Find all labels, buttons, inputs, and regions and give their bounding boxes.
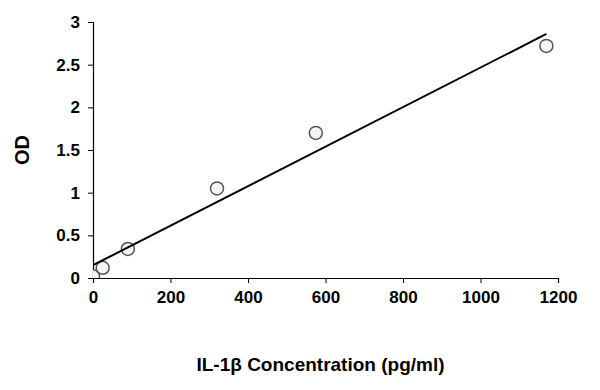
y-tick-label: 2 (71, 98, 80, 117)
y-tick: 3 (71, 13, 93, 32)
x-axis-title: IL-1β Concentration (pg/ml) (196, 354, 444, 375)
y-axis-title: OD (11, 135, 33, 165)
x-tick-mark (326, 278, 327, 283)
x-tick-label: 0 (89, 288, 98, 307)
y-axis-line (88, 23, 94, 279)
plot: 0 200 400 600 800 1000 1200 0 0.5 1 1.5 2 2.5 3 (56, 13, 577, 307)
x-tick-mark (481, 278, 482, 283)
y-tick-mark (88, 193, 93, 194)
y-tick-mark (88, 65, 93, 66)
data-point (211, 182, 224, 195)
x-tick-label: 600 (312, 288, 340, 307)
y-tick: 1.5 (56, 141, 93, 160)
x-tick-label: 400 (234, 288, 262, 307)
x-axis-line (94, 279, 559, 284)
y-tick: 1 (71, 184, 93, 203)
y-tick-label: 0.5 (56, 226, 80, 245)
marks (93, 34, 553, 278)
y-tick-label: 0 (71, 269, 80, 288)
y-tick-label: 2.5 (56, 56, 80, 75)
data-point (309, 126, 322, 139)
x-tick: 600 (312, 278, 340, 307)
y-axis: 0 0.5 1 1.5 2 2.5 3 (56, 13, 93, 288)
y-tick-label: 1 (71, 184, 80, 203)
y-tick-mark (88, 278, 93, 279)
y-tick-mark (88, 150, 93, 151)
x-tick: 400 (234, 278, 262, 307)
x-tick-mark (171, 278, 172, 283)
y-tick-mark (88, 107, 93, 108)
x-tick: 1200 (540, 278, 578, 307)
chart: 0 200 400 600 800 1000 1200 0 0.5 1 1.5 2 2.5 3 IL-1β … (0, 0, 600, 390)
y-tick: 0.5 (56, 226, 93, 245)
y-tick: 2.5 (56, 56, 93, 75)
x-tick-mark (558, 278, 559, 283)
trend-line (93, 34, 546, 265)
x-tick-label: 800 (389, 288, 417, 307)
x-tick: 0 (89, 278, 98, 307)
x-tick: 800 (389, 278, 417, 307)
y-tick-label: 1.5 (56, 141, 80, 160)
y-tick-label: 3 (71, 13, 80, 32)
y-tick: 0 (71, 269, 93, 288)
x-tick-label: 200 (157, 288, 185, 307)
x-tick-label: 1000 (462, 288, 500, 307)
x-tick-mark (248, 278, 249, 283)
y-tick-mark (88, 235, 93, 236)
x-tick: 1000 (462, 278, 500, 307)
y-tick: 2 (71, 98, 93, 117)
x-tick-mark (403, 278, 404, 283)
data-point (540, 39, 553, 52)
y-tick-mark (88, 22, 93, 23)
x-axis: 0 200 400 600 800 1000 1200 (89, 278, 578, 307)
x-tick-label: 1200 (540, 288, 578, 307)
x-tick: 200 (157, 278, 185, 307)
